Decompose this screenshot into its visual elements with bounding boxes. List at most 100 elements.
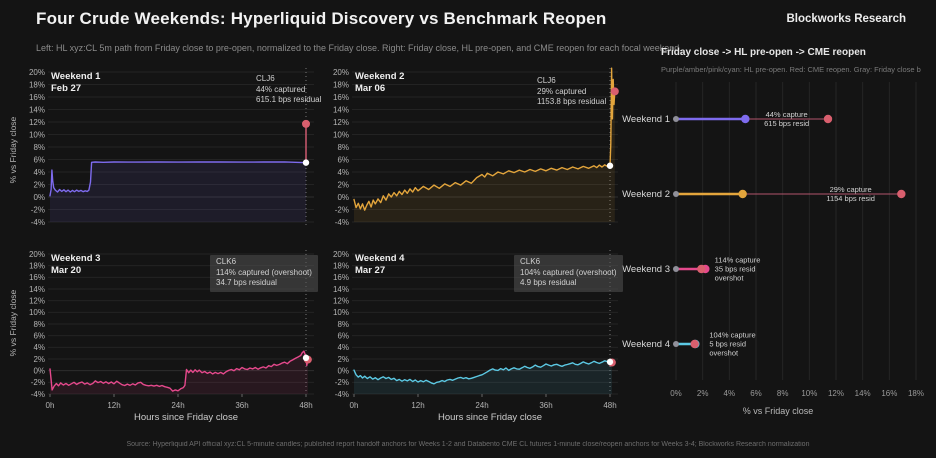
series-area bbox=[50, 351, 308, 394]
y-tick-label: 0% bbox=[337, 193, 349, 202]
weekend-date: Mar 20 bbox=[51, 265, 82, 276]
reopen-panel-title: Friday close -> HL pre-open -> CME reope… bbox=[661, 47, 866, 58]
y-tick-label: -2% bbox=[335, 378, 349, 387]
brand-label: Blockworks Research bbox=[786, 13, 906, 25]
y-tick-label: -2% bbox=[335, 205, 349, 214]
page-title: Four Crude Weekends: Hyperliquid Discove… bbox=[36, 9, 607, 28]
y-tick-label: 14% bbox=[29, 105, 45, 114]
series-area bbox=[354, 68, 615, 222]
y-tick-label: 4% bbox=[33, 168, 45, 177]
series-line bbox=[353, 360, 613, 385]
y-tick-label: 18% bbox=[29, 80, 45, 89]
hl-preopen-dot bbox=[738, 189, 747, 199]
y-tick-label: -2% bbox=[31, 205, 45, 214]
x-tick-label: 8% bbox=[777, 389, 789, 398]
series-area bbox=[354, 360, 612, 394]
row-label: Weekend 2 bbox=[622, 189, 670, 200]
contract-label: CLK6 bbox=[520, 257, 541, 266]
reopen-panel-x-axis-label: % vs Friday close bbox=[742, 406, 814, 416]
capture-label: 29% captured bbox=[537, 86, 587, 96]
x-tick-label: 24h bbox=[171, 401, 184, 410]
y-tick-label: -4% bbox=[335, 218, 349, 227]
y-tick-label: 6% bbox=[337, 331, 349, 340]
x-tick-label: 0h bbox=[46, 401, 55, 410]
y-tick-label: 8% bbox=[33, 320, 45, 329]
y-tick-label: 18% bbox=[333, 80, 349, 89]
x-tick-label: 16% bbox=[881, 389, 897, 398]
hl-preopen-dot bbox=[302, 354, 310, 362]
friday-close-dot bbox=[673, 266, 679, 272]
x-tick-label: 24h bbox=[475, 401, 488, 410]
residual-label: 615.1 bps residual bbox=[256, 95, 322, 104]
contract-label: CLK6 bbox=[216, 257, 237, 266]
contract-label: CLJ6 bbox=[256, 74, 275, 83]
residual-label: 34.7 bps residual bbox=[216, 278, 277, 287]
y-tick-label: 12% bbox=[333, 296, 349, 305]
y-tick-label: 4% bbox=[33, 343, 45, 352]
x-axis-label-weekend-4: Hours since Friday close bbox=[437, 412, 542, 423]
y-tick-label: 8% bbox=[337, 143, 349, 152]
friday-close-dot bbox=[673, 191, 679, 197]
y-tick-label: 8% bbox=[337, 320, 349, 329]
y-tick-label: 16% bbox=[333, 273, 349, 282]
chart-weekend-4-heading: Weekend 4 Mar 27 bbox=[355, 253, 404, 277]
hl-preopen-dot bbox=[606, 358, 614, 366]
y-tick-label: 0% bbox=[33, 193, 45, 202]
y-tick-label: 20% bbox=[29, 250, 45, 259]
x-tick-label: 12h bbox=[411, 401, 424, 410]
chart-weekend-2-heading: Weekend 2 Mar 06 bbox=[355, 71, 404, 95]
y-tick-label: 0% bbox=[337, 366, 349, 375]
cme-reopen-dot bbox=[823, 114, 833, 124]
weekend-label: Weekend 2 bbox=[355, 71, 405, 82]
weekend-2-plot: 20% 18% 16% 14% 12% 10% 8% 6% 4% 2% 0% -2% -4% bbox=[333, 67, 619, 227]
y-tick-label: 2% bbox=[33, 180, 45, 189]
row-label: Weekend 1 bbox=[622, 114, 670, 125]
weekend-3-plot: 20% 18% 16% 14% 12% 10% 8% 6% 4% 2% 0% -2% -4%0h 12h 2… bbox=[29, 250, 314, 410]
y-tick-label: 0% bbox=[33, 366, 45, 375]
y-tick-label: 10% bbox=[29, 308, 45, 317]
y-tick-label: 12% bbox=[333, 118, 349, 127]
cme-reopen-dot bbox=[690, 339, 699, 349]
y-tick-label: 2% bbox=[337, 180, 349, 189]
x-tick-label: 6% bbox=[750, 389, 762, 398]
chart-weekend-1: Weekend 1 Feb 27 CLJ6 44% captured 615.1… bbox=[14, 64, 332, 240]
row-annotation: 104% capture 5 bps resid overshot bbox=[709, 331, 755, 358]
y-axis-label-row2: % vs Friday close bbox=[8, 289, 18, 357]
series-line bbox=[49, 161, 307, 197]
weekend-date: Mar 06 bbox=[355, 83, 386, 94]
weekend-4-plot: 20% 18% 16% 14% 12% 10% 8% 6% 4% 2% 0% -2% -4%0h 12h 2… bbox=[333, 250, 618, 410]
cme-reopen-dot bbox=[897, 189, 906, 199]
cme-reopen-dot bbox=[302, 119, 310, 128]
row-label: Weekend 4 bbox=[622, 339, 670, 350]
y-tick-label: -4% bbox=[31, 218, 45, 227]
hl-preopen-dot bbox=[606, 162, 614, 169]
cme-reopen-dot bbox=[697, 264, 706, 274]
residual-label: 4.9 bps residual bbox=[520, 278, 577, 287]
x-tick-label: 18% bbox=[908, 389, 924, 398]
weekend-date: Feb 27 bbox=[51, 83, 82, 94]
y-tick-label: 4% bbox=[337, 343, 349, 352]
cme-reopen-dot bbox=[610, 87, 619, 96]
x-tick-label: 12h bbox=[107, 401, 120, 410]
x-tick-label: 2% bbox=[697, 389, 709, 398]
chart-weekend-1-stats: CLJ6 44% captured 615.1 bps residual bbox=[256, 74, 321, 106]
chart-weekend-4: Weekend 4 Mar 27 CLK6 104% captured (ove… bbox=[318, 246, 636, 422]
contract-label: CLJ6 bbox=[537, 76, 556, 85]
friday-close-dot bbox=[673, 341, 679, 347]
weekend-1-plot: 20% 18% 16% 14% 12% 10% 8% 6% 4% 2% 0% -2% -4% bbox=[29, 68, 314, 227]
hl-preopen-dot bbox=[302, 159, 310, 166]
capture-label: 114% captured (overshoot) bbox=[216, 267, 312, 277]
series-line bbox=[49, 350, 309, 392]
y-tick-label: 10% bbox=[29, 130, 45, 139]
capture-label: 44% captured bbox=[256, 84, 306, 94]
weekend-label: Weekend 4 bbox=[355, 253, 405, 264]
y-tick-label: 2% bbox=[337, 355, 349, 364]
chart-weekend-2: Weekend 2 Mar 06 CLJ6 29% captured 1153.… bbox=[318, 64, 636, 240]
reopen-panel-subtitle: Purple/amber/pink/cyan: HL pre-open. Red… bbox=[661, 65, 921, 74]
x-axis-label-weekend-3: Hours since Friday close bbox=[133, 412, 238, 423]
y-tick-label: 4% bbox=[337, 168, 349, 177]
y-tick-label: 18% bbox=[29, 261, 45, 270]
page-subtitle: Left: HL xyz:CL 5m path from Friday clos… bbox=[36, 43, 682, 53]
residual-label: 1153.8 bps residual bbox=[537, 97, 607, 106]
